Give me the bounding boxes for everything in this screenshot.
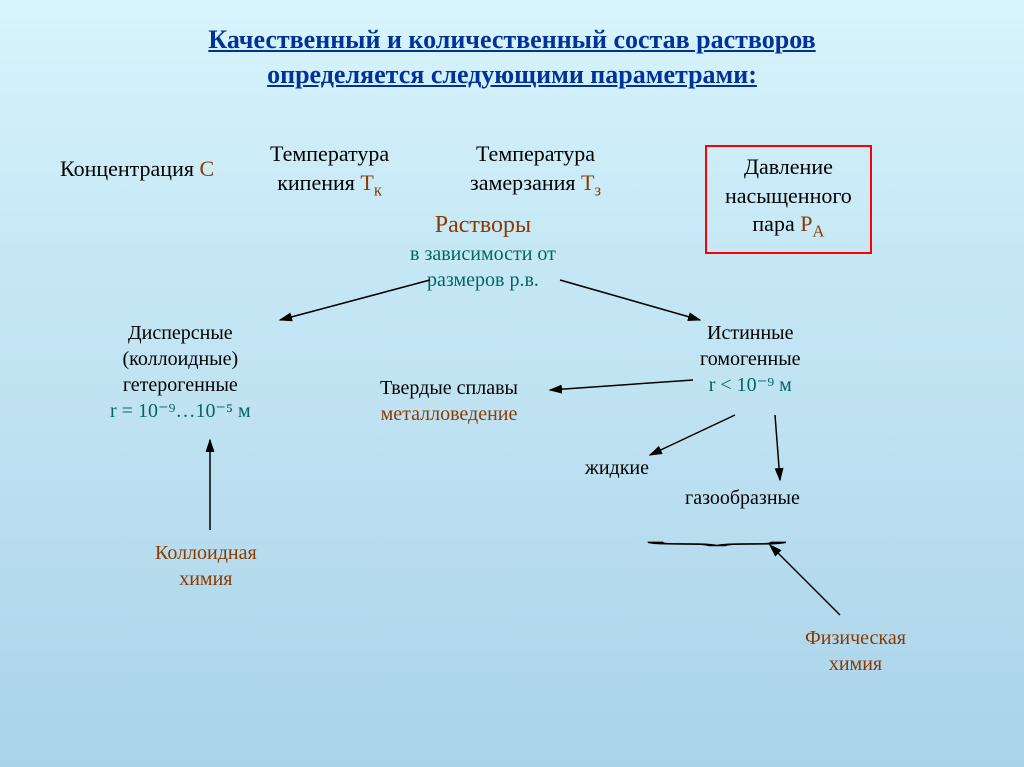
title-line-1: Качественный и количественный состав рас… — [208, 25, 815, 54]
pressure-line2: насыщенного — [725, 183, 852, 208]
disperse-l2: (коллоидные) — [123, 348, 239, 370]
diagram-title: Качественный и количественный состав рас… — [0, 22, 1024, 92]
liquid-node: жидкие — [585, 455, 649, 481]
alloys-l2: металловедение — [381, 403, 518, 425]
conc-label: Концентрация — [60, 156, 199, 181]
gaseous-node: газообразные — [685, 485, 800, 511]
colloid-l2: химия — [179, 568, 232, 590]
param-freezing: Температура замерзания Тз — [470, 140, 601, 200]
arrow-true-to-alloys — [550, 380, 693, 390]
pressure-symbol: РА — [800, 211, 824, 236]
disperse-l1: Дисперсные — [128, 322, 233, 344]
colloid-l1: Коллоидная — [155, 542, 257, 564]
true-l1: Истинные — [707, 322, 793, 344]
param-concentration: Концентрация C — [60, 155, 214, 184]
pressure-line3: пара — [752, 211, 800, 236]
true-l2: гомогенные — [700, 348, 801, 370]
arrow-true-to-liquid — [650, 415, 735, 455]
disperse-node: Дисперсные (коллоидные) гетерогенные r =… — [110, 320, 251, 424]
alloys-node: Твердые сплавы металловедение — [380, 375, 518, 427]
param-pressure-box: Давление насыщенного пара РА — [705, 145, 872, 254]
title-line-2: определяется следующими параметрами: — [267, 60, 757, 89]
gaseous-label: газообразные — [685, 487, 800, 509]
boiling-line2-text: кипения — [277, 170, 360, 195]
arrow-true-to-gaseous — [775, 415, 780, 480]
boiling-line1: Температура — [270, 141, 389, 166]
depends-line1: в зависимости от — [410, 243, 556, 265]
pressure-line1: Давление — [744, 154, 833, 179]
freezing-line2-text: замерзания — [470, 170, 581, 195]
solutions-label: Растворы — [435, 212, 531, 238]
physchem-l1: Физическая — [805, 627, 906, 649]
disperse-r: r = 10⁻⁹…10⁻⁵ м — [110, 400, 251, 422]
true-r: r < 10⁻⁹ м — [709, 374, 792, 396]
physchem-l2: химия — [829, 653, 882, 675]
disperse-l3: гетерогенные — [123, 374, 238, 396]
depends-line2: размеров р.в. — [427, 269, 539, 291]
arrow-solutions-to-true — [560, 280, 700, 320]
param-boiling: Температура кипения Тк — [270, 140, 389, 200]
arrow-solutions-to-disperse — [280, 280, 430, 320]
curly-brace: ⏟ — [645, 522, 789, 546]
colloid-chem-node: Коллоидная химия — [155, 540, 257, 592]
freezing-line1: Температура — [476, 141, 595, 166]
conc-symbol: C — [199, 156, 214, 181]
arrow-physchem-to-brace — [770, 545, 840, 615]
liquid-label: жидкие — [585, 457, 649, 479]
freezing-symbol: Тз — [581, 170, 601, 195]
alloys-l1: Твердые сплавы — [380, 377, 518, 399]
true-solutions-node: Истинные гомогенные r < 10⁻⁹ м — [700, 320, 801, 398]
central-solutions: Растворы в зависимости от размеров р.в. — [410, 210, 556, 293]
boiling-symbol: Тк — [360, 170, 381, 195]
physchem-node: Физическая химия — [805, 625, 906, 677]
